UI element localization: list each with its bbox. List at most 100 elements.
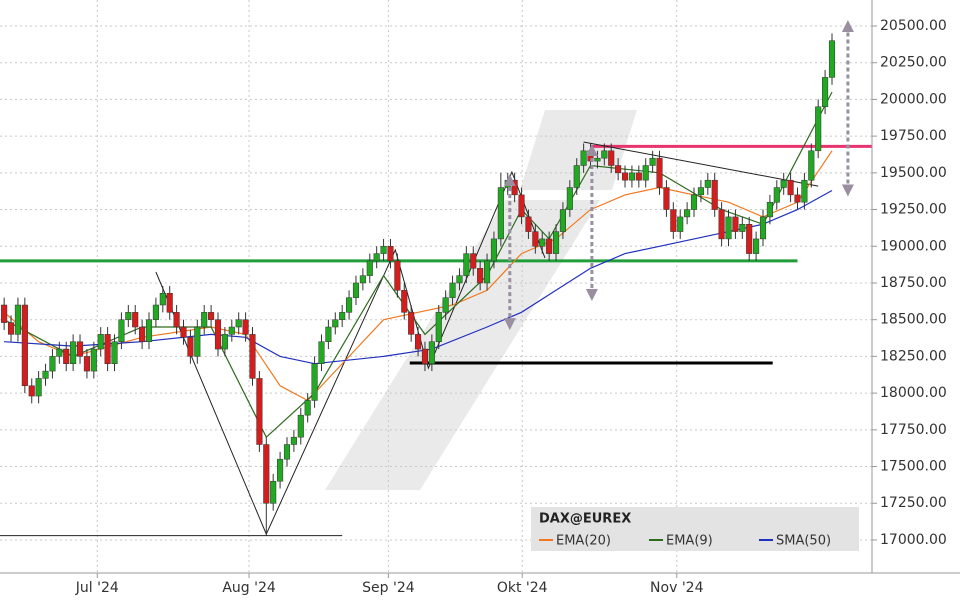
candle-body [815,106,822,152]
grid [0,0,872,573]
candle-body [311,363,318,401]
candle-body [428,341,435,364]
candle-body [670,209,677,232]
candle-body [35,378,42,397]
candle-body [580,150,587,166]
candle-body [656,157,663,188]
instrument-title: DAX@EUREX [539,512,631,527]
candle-body [242,319,249,335]
candle-body [159,293,166,306]
candle-body [401,290,408,313]
candle-body [794,194,801,203]
candle-body [290,436,297,445]
candle-body [532,231,539,247]
candle-body [83,356,90,372]
candle-body [690,194,698,210]
candle-body [470,253,477,269]
candle-body [787,179,794,196]
candle-body [628,172,635,181]
candle-body [518,194,525,218]
candle-body [194,326,201,357]
candle-body [697,187,704,196]
candle-body [780,179,787,188]
candle-body [490,238,497,262]
candle-body [214,319,222,350]
candle-body [449,282,456,298]
legend: DAX@EUREX EMA(20) EMA(9) SMA(50) [531,507,859,551]
axis-labels: 17000.00 17250.00 17500.00 17750.00 18000.00… [75,18,947,596]
x-tick-label: Jul '24 [75,580,119,596]
candle-body [339,312,346,320]
candle-body [14,304,21,335]
candle-body [608,150,615,166]
candle-body [235,319,242,328]
candle-body [739,223,746,232]
candle-body [808,150,815,181]
legend-label: EMA(20) [556,534,611,549]
x-tick-label: Aug '24 [222,580,276,596]
candle-body [718,209,725,240]
candle-body [277,458,284,482]
candle-body [456,275,463,284]
candle-body [28,385,35,397]
candle-body [249,334,256,379]
candle-body [42,370,49,379]
candle-body [725,216,732,240]
y-tick-label: 20000.00 [880,91,947,107]
candle-body [415,334,422,350]
candle-body [7,322,15,335]
y-tick-label: 20250.00 [880,55,947,71]
candle-body [711,179,718,210]
candle-body [773,187,780,203]
candle-body [173,312,180,328]
candle-body [221,334,228,350]
candle-body [132,312,139,328]
candle-body [125,312,132,320]
candle-body [180,326,187,338]
candle-body [76,341,84,357]
candle-body [828,40,836,78]
candle-body [573,165,580,188]
candle-body [615,165,622,174]
candle-body [759,216,767,240]
candle-body [594,157,601,162]
candle-body [552,231,560,254]
candle-body [145,319,153,342]
candle-body [359,275,366,284]
legend-box [531,507,859,551]
candle-body [373,253,380,262]
candle-body [283,444,291,460]
y-tick-label: 17250.00 [880,495,947,511]
candle-body [463,253,470,276]
candle-body [70,341,77,364]
candle-body [394,260,401,291]
x-tick-label: Sep '24 [362,580,415,596]
candle-body [263,444,270,504]
candle-body [408,312,415,335]
candle-body [346,297,353,313]
candle-body [104,334,111,364]
candle-body [304,400,311,416]
candle-body [166,293,173,313]
candle-body [649,157,656,166]
candle-body [380,246,387,254]
candle-body [256,378,263,445]
candle-body [801,179,808,203]
candle-body [559,209,566,232]
candle-body [111,341,118,364]
candle-body [366,260,373,276]
y-tick-label: 20500.00 [880,18,947,34]
candle-body [484,260,491,284]
candle-body [318,341,325,364]
candle-body [635,172,642,181]
candle-body [497,187,504,240]
candle-body [56,348,63,357]
candle-body [684,209,691,218]
candle-body [477,268,484,284]
candle-body [152,304,159,320]
candle-body [97,334,104,350]
candle-body [442,297,449,313]
candle-body [325,326,332,342]
y-tick-label: 18500.00 [880,312,947,328]
